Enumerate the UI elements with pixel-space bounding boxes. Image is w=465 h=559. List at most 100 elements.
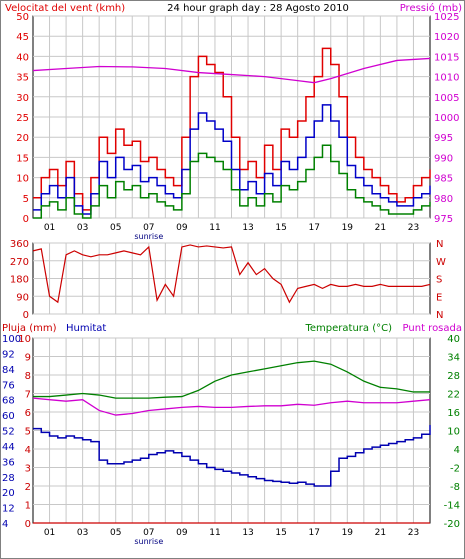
- wind-speed-tick-label: 10: [16, 174, 29, 185]
- pressure-tick-label: 1000: [434, 113, 459, 124]
- compass-point-label: E: [436, 292, 442, 303]
- wind-speed-tick-label: 45: [16, 32, 29, 43]
- wind-speed-tick-label: 25: [16, 113, 29, 124]
- hour-tick-label: 07: [143, 528, 154, 538]
- pressure-tick-label: 1025: [434, 12, 459, 23]
- rain-tick-label: 2: [25, 482, 31, 493]
- compass-point-label: S: [436, 275, 442, 286]
- pressure-tick-label: 990: [434, 153, 453, 164]
- compass-point-label: N: [436, 239, 443, 250]
- hour-tick-label: 03: [77, 528, 88, 538]
- hour-tick-label: 23: [408, 528, 419, 538]
- temperature-tick-label: 10: [447, 427, 460, 438]
- hour-tick-label: 11: [209, 528, 220, 538]
- rain-tick-label: 8: [25, 371, 31, 382]
- rain-axis-title: Pluja (mm): [2, 323, 57, 334]
- hour-tick-label: 05: [110, 223, 121, 233]
- low-wind-line: [33, 144, 431, 219]
- wind-speed-tick-label: 5: [23, 194, 29, 205]
- wind-speed-axis-title: Velocitat del vent (kmh): [5, 3, 125, 14]
- humidity-tick-label: 12: [2, 504, 15, 515]
- pressure-tick-label: 1005: [434, 93, 459, 104]
- wind-speed-tick-label: 0: [23, 214, 29, 225]
- hour-tick-label: 13: [242, 223, 253, 233]
- wind-speed-tick-label: 35: [16, 73, 29, 84]
- hour-tick-label: 01: [44, 528, 55, 538]
- hour-tick-label: 03: [77, 223, 88, 233]
- hour-tick-label: 19: [342, 528, 354, 538]
- humidity-tick-label: 76: [2, 380, 15, 391]
- dewpoint-axis-title: Punt rosada: [403, 323, 462, 334]
- rain-tick-label: 3: [25, 464, 31, 475]
- hour-tick-label: 21: [375, 223, 386, 233]
- wind-direction-line: [32, 244, 431, 304]
- hour-tick-label: 23: [408, 223, 419, 233]
- temperature-tick-label: -8: [450, 482, 460, 493]
- humidity-tick-label: 60: [2, 411, 15, 422]
- humidity-tick-label: 92: [2, 349, 15, 360]
- direction-degree-label: 0: [23, 310, 29, 321]
- temperature-tick-label: -14: [444, 501, 460, 512]
- hour-tick-label: 01: [44, 223, 55, 233]
- hour-tick-label: 09: [176, 528, 188, 538]
- temperature-tick-label: -2: [450, 464, 460, 475]
- pressure-tick-label: 985: [434, 174, 453, 185]
- gust-wind-line: [33, 47, 431, 211]
- temperature-line: [33, 360, 430, 399]
- wind-speed-tick-label: 30: [16, 93, 29, 104]
- pressure-line: [32, 57, 431, 84]
- temperature-tick-label: -20: [444, 519, 460, 530]
- wind-speed-tick-label: 40: [16, 52, 29, 63]
- pressure-tick-label: 1010: [434, 73, 459, 84]
- temperature-tick-label: 34: [447, 353, 460, 364]
- hour-tick-label: 21: [375, 528, 386, 538]
- hour-tick-label: 09: [176, 223, 188, 233]
- hour-tick-label: 05: [110, 528, 121, 538]
- pressure-tick-label: 1020: [434, 32, 459, 43]
- humidity-tick-label: 52: [2, 427, 15, 438]
- rain-tick-label: 0: [25, 519, 31, 530]
- avg-wind-line: [33, 104, 431, 215]
- pressure-axis-title: Pressió (mb): [400, 2, 462, 14]
- humidity-axis-title: Humitat: [66, 323, 106, 334]
- wind-speed-tick-label: 20: [16, 133, 29, 144]
- hour-tick-label: 17: [308, 528, 319, 538]
- hour-tick-label: 07: [143, 223, 154, 233]
- temperature-tick-label: 28: [447, 371, 460, 382]
- temperature-tick-label: 22: [447, 390, 460, 401]
- pressure-tick-label: 975: [434, 214, 453, 225]
- hour-tick-label: 11: [209, 223, 220, 233]
- sunrise-label: sunrise: [134, 537, 163, 546]
- humidity-tick-label: 84: [2, 365, 15, 376]
- hour-tick-label: 19: [342, 223, 354, 233]
- hour-tick-label: 13: [242, 528, 253, 538]
- temperature-tick-label: 16: [447, 408, 460, 419]
- direction-degree-label: 360: [10, 239, 29, 250]
- wind-speed-tick-label: 50: [16, 12, 29, 23]
- sunrise-label: sunrise: [134, 232, 163, 241]
- humidity-tick-label: 20: [2, 488, 15, 499]
- humidity-tick-label: 4: [2, 519, 8, 530]
- rain-tick-label: 9: [25, 353, 31, 364]
- rain-tick-label: 5: [25, 427, 31, 438]
- rain-tick-label: 1: [25, 501, 31, 512]
- hour-tick-label: 17: [308, 223, 319, 233]
- humidity-tick-label: 28: [2, 473, 15, 484]
- pressure-tick-label: 1015: [434, 52, 459, 63]
- pressure-tick-label: 980: [434, 194, 453, 205]
- pressure-tick-label: 995: [434, 133, 453, 144]
- humidity-tick-label: 68: [2, 396, 15, 407]
- temperature-tick-label: 4: [454, 445, 460, 456]
- temperature-tick-label: 40: [447, 334, 460, 345]
- chart-title: 24 hour graph day : 28 Agosto 2010: [167, 3, 349, 14]
- rain-tick-label: 10: [18, 334, 31, 345]
- direction-degree-label: 90: [16, 292, 29, 303]
- dewpoint-line: [32, 397, 431, 416]
- rain-tick-label: 4: [25, 445, 31, 456]
- humidity-tick-label: 100: [2, 334, 21, 345]
- humidity-tick-label: 44: [2, 442, 15, 453]
- compass-point-label: W: [436, 257, 446, 268]
- wind-speed-tick-label: 15: [16, 153, 29, 164]
